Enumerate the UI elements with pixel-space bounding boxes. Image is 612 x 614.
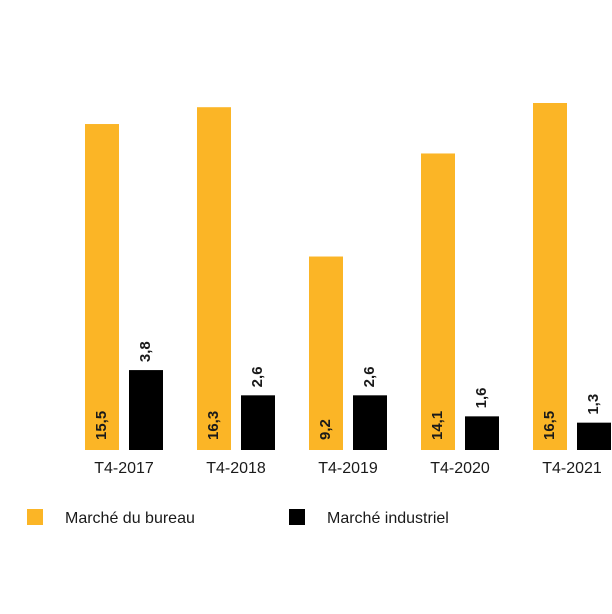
x-tick-label: T4-2020 xyxy=(430,460,490,477)
x-tick-label: T4-2018 xyxy=(206,460,266,477)
value-label: 1,6 xyxy=(473,387,490,408)
value-label: 2,6 xyxy=(361,366,378,387)
bar xyxy=(353,395,387,450)
x-tick-label: T4-2021 xyxy=(542,460,602,477)
bar xyxy=(421,153,455,451)
legend-label: Marché industriel xyxy=(327,510,449,527)
value-label: 15,5 xyxy=(93,411,110,440)
bar xyxy=(129,370,163,450)
bar xyxy=(309,256,343,450)
bar xyxy=(465,416,499,450)
bar xyxy=(241,395,275,450)
bar xyxy=(533,103,567,450)
x-tick-label: T4-2017 xyxy=(94,460,154,477)
value-label: 3,8 xyxy=(137,341,154,362)
value-label: 9,2 xyxy=(317,419,334,440)
bar xyxy=(577,422,611,450)
x-tick-label: T4-2019 xyxy=(318,460,378,477)
legend-swatch xyxy=(289,509,305,525)
legend-swatch xyxy=(27,509,43,525)
bar xyxy=(85,124,119,450)
legend-label: Marché du bureau xyxy=(65,510,195,527)
value-label: 1,3 xyxy=(585,394,602,415)
value-label: 16,3 xyxy=(205,411,222,440)
value-label: 14,1 xyxy=(429,411,446,440)
bar xyxy=(197,107,231,451)
value-label: 16,5 xyxy=(541,411,558,440)
value-label: 2,6 xyxy=(249,366,266,387)
